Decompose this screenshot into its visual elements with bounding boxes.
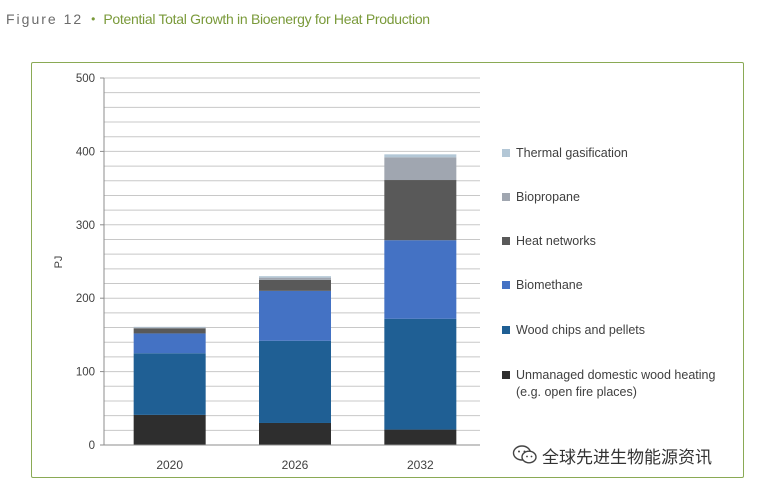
wechat-logo-icon — [512, 445, 537, 464]
legend-label: Unmanaged domestic wood heating (e.g. op… — [516, 368, 716, 399]
legend-item: Wood chips and pellets — [502, 322, 645, 339]
bar-segment — [133, 414, 206, 445]
legend-label: Heat networks — [516, 234, 596, 248]
legend-item: Biopropane — [502, 189, 580, 206]
y-tick-label: 500 — [76, 73, 95, 85]
bar-segment — [259, 290, 331, 341]
bar-segment — [259, 340, 331, 423]
legend-item: Biomethane — [502, 277, 583, 294]
legend-label: Biopropane — [516, 190, 580, 204]
bars — [133, 154, 457, 445]
y-tick-label: 0 — [89, 440, 95, 452]
bar-segment — [133, 353, 206, 415]
bar-segment — [259, 279, 331, 291]
bar-segment — [133, 333, 206, 354]
figure-label: Figure 12 — [6, 11, 84, 27]
bar-segment — [384, 429, 457, 445]
bar-segment — [384, 318, 457, 430]
y-tick-labels: 0 100 200 300 400 500 — [76, 73, 95, 452]
y-tick-label: 400 — [76, 146, 95, 158]
legend-item: Thermal gasification — [502, 145, 628, 162]
watermark-text: 全球先进生物能源资讯 — [542, 447, 712, 468]
y-tick-label: 300 — [76, 220, 95, 232]
bar-segment — [133, 328, 206, 334]
x-tick-labels: 2020 2026 2032 — [156, 458, 434, 472]
bar-segment — [259, 276, 331, 278]
bar-segment — [384, 154, 457, 158]
legend-swatch — [502, 371, 510, 379]
axes — [100, 77, 480, 446]
y-tick-label: 100 — [76, 367, 95, 379]
legend-swatch — [502, 193, 510, 201]
legend-item: Unmanaged domestic wood heating (e.g. op… — [502, 367, 715, 401]
x-tick-label: 2026 — [282, 458, 309, 472]
y-tick-label: 200 — [76, 293, 95, 305]
watermark: 全球先进生物能源资讯 — [512, 442, 712, 468]
figure-title: Potential Total Growth in Bioenergy for … — [103, 11, 430, 27]
x-tick-label: 2032 — [407, 458, 434, 472]
bar-segment — [133, 327, 206, 329]
figure-bullet: • — [91, 12, 96, 26]
figure-header: Figure 12 • Potential Total Growth in Bi… — [6, 8, 430, 30]
legend-label: Wood chips and pellets — [516, 323, 646, 337]
bar-segment — [259, 277, 331, 280]
legend-swatch — [502, 237, 510, 245]
bar-segment — [133, 326, 206, 328]
legend-swatch — [502, 281, 510, 289]
legend-swatch — [502, 326, 510, 334]
bar-segment — [384, 180, 457, 241]
x-tick-label: 2020 — [156, 458, 183, 472]
bar-segment — [384, 240, 457, 319]
legend-item: Heat networks — [502, 233, 596, 250]
legend-label: Biomethane — [516, 278, 583, 292]
bar-segment — [259, 422, 331, 445]
legend-swatch — [502, 149, 510, 157]
legend-label: Thermal gasification — [516, 146, 628, 160]
bar-segment — [384, 157, 457, 181]
y-axis-label: PJ — [53, 256, 65, 269]
